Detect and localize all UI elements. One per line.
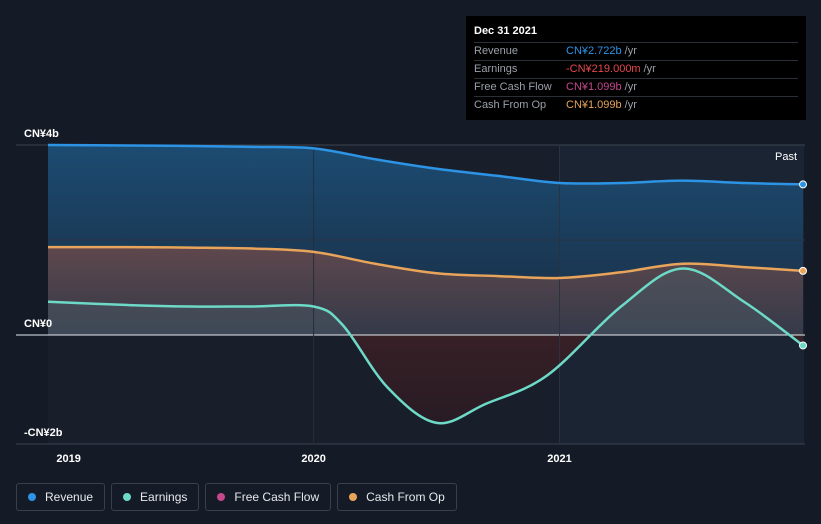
legend-dot-icon [217, 493, 226, 501]
tooltip-row: Cash From Op CN¥1.099b/yr [474, 97, 798, 114]
earnings-line-end-point [799, 341, 807, 350]
y-tick-label: -CN¥2b [24, 427, 63, 439]
legend-label: Earnings [140, 490, 188, 504]
tooltip-row-value: CN¥1.099b [566, 81, 622, 93]
tooltip-row: Free Cash Flow CN¥1.099b/yr [474, 79, 798, 97]
tooltip-row-value: -CN¥219.000m [566, 63, 641, 75]
cash-from-op-line [47, 245, 804, 280]
tooltip-row-value: CN¥2.722b [566, 45, 622, 57]
cash-from-op-line-end-point [799, 266, 807, 275]
legend-label: Cash From Op [366, 490, 445, 504]
x-tick-label: 2020 [301, 453, 325, 465]
tooltip-row: Revenue CN¥2.722b/yr [474, 43, 798, 61]
tooltip-row-value: CN¥1.099b [566, 99, 622, 111]
legend-label: Revenue [45, 490, 94, 504]
y-tick-label: CN¥4b [24, 128, 59, 140]
legend: Revenue Earnings Free Cash Flow Cash From O… [16, 483, 457, 511]
revenue-line-end-point [799, 180, 807, 189]
legend-item-free-cash-flow[interactable]: Free Cash Flow [205, 483, 332, 511]
revenue-line [47, 143, 804, 186]
tooltip: Dec 31 2021 Revenue CN¥2.722b/yr Earnings -… [466, 16, 806, 120]
tooltip-row-label: Earnings [474, 63, 518, 75]
tooltip-row-unit: /yr [643, 63, 656, 75]
tooltip-row-unit: /yr [624, 99, 637, 111]
legend-item-earnings[interactable]: Earnings [111, 483, 200, 511]
tooltip-row-unit: /yr [624, 45, 637, 57]
earnings-area-positive [48, 268, 803, 335]
tooltip-row: Earnings -CN¥219.000m/yr [474, 61, 798, 79]
tooltip-date: Dec 31 2021 [474, 24, 798, 43]
past-label: Past [775, 151, 797, 163]
x-tick-label: 2021 [547, 453, 571, 465]
tooltip-row-unit: /yr [624, 81, 637, 93]
legend-item-revenue[interactable]: Revenue [16, 483, 106, 511]
legend-dot-icon [28, 493, 36, 501]
x-tick-label: 2019 [56, 453, 80, 465]
tooltip-row-label: Cash From Op [474, 99, 547, 111]
legend-label: Free Cash Flow [234, 490, 320, 504]
legend-dot-icon [349, 493, 358, 501]
earnings-area-negative [48, 335, 803, 424]
tooltip-row-label: Free Cash Flow [474, 81, 552, 93]
y-tick-label: CN¥0 [24, 318, 52, 330]
legend-item-cash-from-op[interactable]: Cash From Op [337, 483, 457, 511]
earnings-line [47, 267, 804, 425]
legend-dot-icon [123, 493, 132, 501]
tooltip-row-label: Revenue [474, 45, 519, 57]
